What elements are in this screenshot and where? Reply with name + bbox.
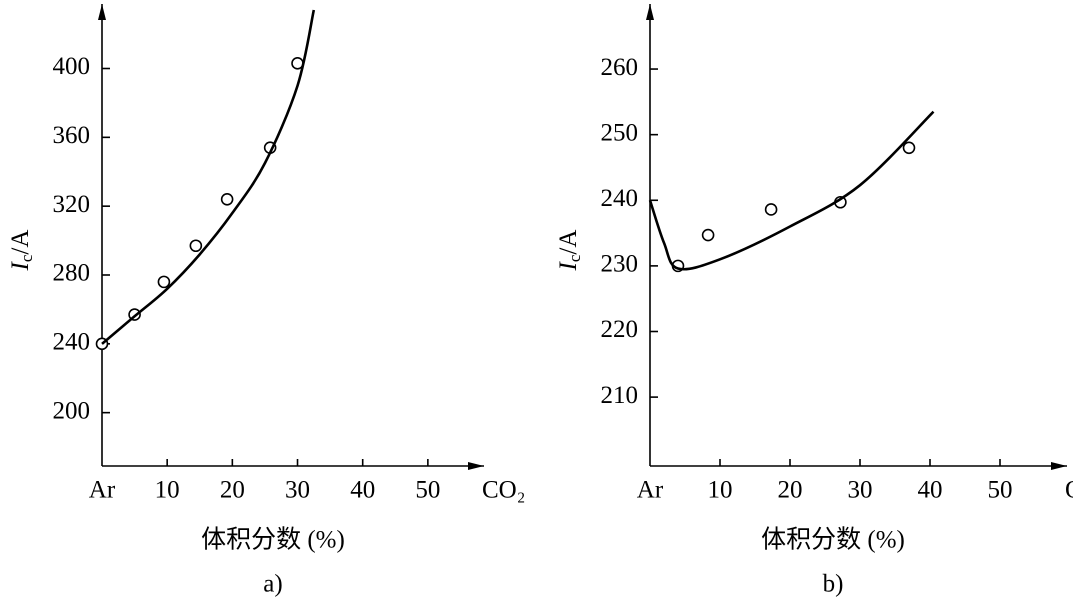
x-tick-label: Ar: [89, 477, 116, 504]
x-tick-label: 20: [220, 477, 245, 504]
x-axis-arrow: [468, 462, 484, 470]
x-tick-label: 30: [285, 477, 310, 504]
x-tick-label: 10: [708, 477, 733, 504]
x-axis-end-label: CO₂: [482, 477, 525, 504]
caption: a): [263, 571, 282, 598]
data-point: [220, 192, 234, 206]
y-tick-label: 220: [601, 316, 639, 343]
x-tick-label: 50: [988, 477, 1013, 504]
y-tick-label: 210: [601, 382, 639, 409]
axis-title: 体积分数 (%): [761, 526, 905, 554]
y-tick-label: 230: [601, 251, 639, 278]
data-point: [764, 203, 778, 216]
y-tick-label: 320: [53, 191, 91, 218]
y-axis-arrow: [646, 4, 654, 20]
y-axis-arrow: [98, 4, 106, 20]
x-axis-arrow: [1051, 462, 1067, 470]
y-tick-label: 260: [601, 54, 639, 81]
y-tick-label: 360: [53, 122, 91, 149]
data-point: [902, 141, 916, 155]
fit-curve: [648, 110, 935, 271]
x-axis-end-label: O₂: [1065, 477, 1073, 504]
y-tick-label: 250: [601, 119, 639, 146]
caption: b): [823, 571, 844, 598]
fit-curve: [101, 9, 316, 345]
x-tick-label: 10: [155, 477, 180, 504]
axis-title: 体积分数 (%): [201, 526, 345, 554]
x-tick-label: 50: [415, 477, 440, 504]
x-tick-label: Ar: [637, 477, 664, 504]
y-tick-label: 200: [53, 397, 91, 424]
y-tick-label: 400: [53, 53, 91, 80]
y-axis-label: Ic/A: [7, 230, 36, 272]
y-tick-label: 240: [601, 185, 639, 212]
y-tick-label: 280: [53, 260, 91, 287]
x-tick-label: 40: [918, 477, 943, 504]
y-axis-label: Ic/A: [555, 230, 584, 272]
x-tick-label: 40: [350, 477, 375, 504]
x-tick-label: 30: [848, 477, 873, 504]
y-tick-label: 240: [53, 329, 91, 356]
data-point: [189, 239, 203, 253]
x-tick-label: 20: [778, 477, 803, 504]
data-point: [701, 228, 715, 242]
data-point: [157, 275, 171, 289]
